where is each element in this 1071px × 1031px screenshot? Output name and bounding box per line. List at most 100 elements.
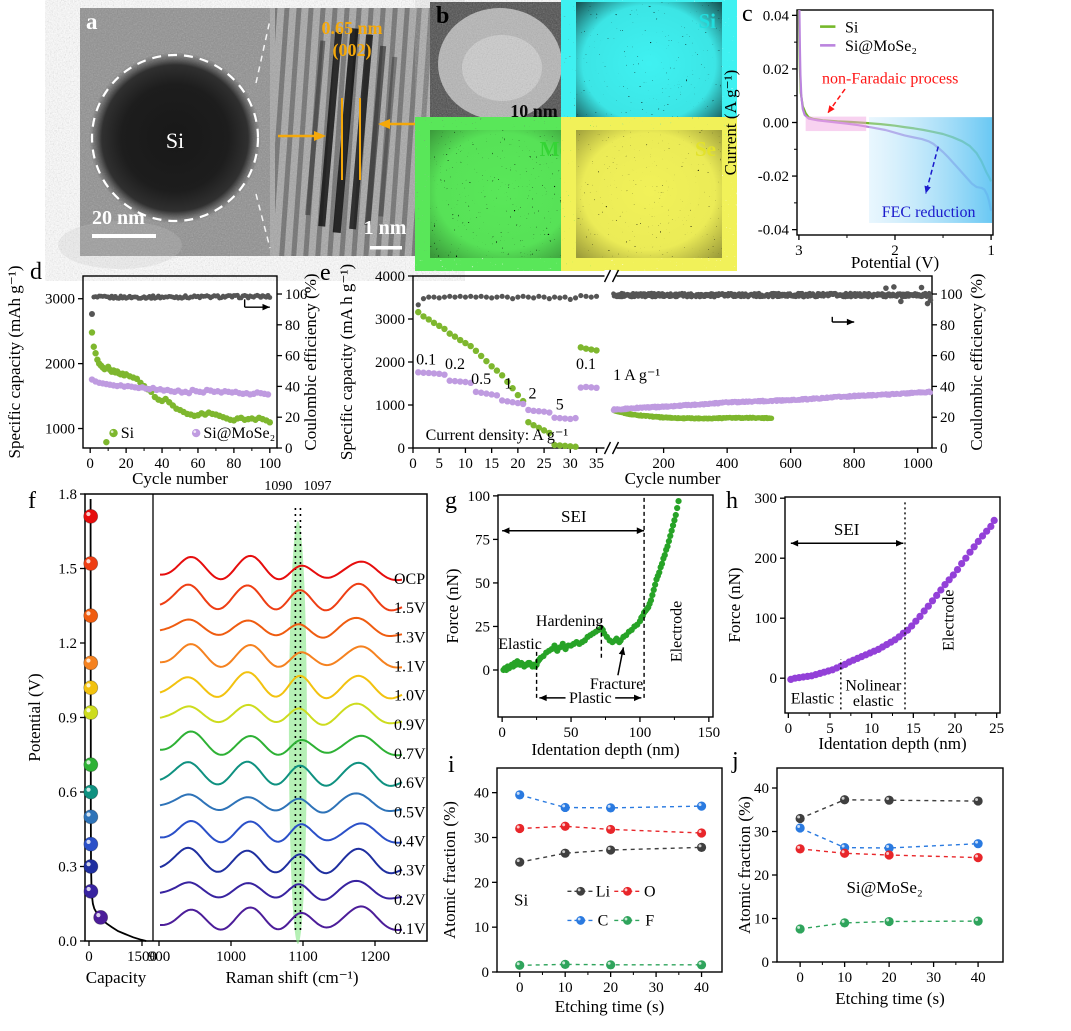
svg-text:Etching time (s): Etching time (s) xyxy=(555,997,665,1016)
svg-text:1.3V: 1.3V xyxy=(394,629,426,646)
svg-text:-0.02: -0.02 xyxy=(758,169,789,185)
svg-text:1.8: 1.8 xyxy=(58,487,77,503)
svg-text:Force (nN): Force (nN) xyxy=(443,568,462,643)
svg-text:150: 150 xyxy=(698,725,721,741)
svg-text:Current density: A g⁻¹: Current density: A g⁻¹ xyxy=(426,427,569,444)
svg-text:0: 0 xyxy=(285,441,293,457)
svg-text:Si@MoSe₂: Si@MoSe₂ xyxy=(845,38,917,55)
scalebar-1nm xyxy=(370,246,402,250)
svg-text:40: 40 xyxy=(694,980,709,996)
si-map-vignette xyxy=(576,2,722,130)
svg-text:600: 600 xyxy=(779,456,802,472)
svg-text:50: 50 xyxy=(475,576,490,592)
svg-text:30: 30 xyxy=(563,456,578,472)
panel-c-cv-chart: 3 2 1 0.04 0.02 0.00 -0.02 -0.04 Potential (V) Cu… xyxy=(720,0,1071,272)
svg-text:1200: 1200 xyxy=(360,949,390,965)
panel-letter-d: d xyxy=(30,259,42,285)
svg-text:Raman shift (cm⁻¹): Raman shift (cm⁻¹) xyxy=(225,968,358,987)
svg-text:20: 20 xyxy=(510,456,525,472)
svg-text:Etching time (s): Etching time (s) xyxy=(835,989,945,1008)
svg-text:40: 40 xyxy=(285,379,300,395)
svg-text:60: 60 xyxy=(940,349,955,365)
svg-text:1097: 1097 xyxy=(303,479,331,494)
scalebar-20nm xyxy=(92,234,156,238)
svg-text:800: 800 xyxy=(843,456,866,472)
svg-text:300: 300 xyxy=(755,491,778,507)
scalebar-label-10nm: 10 nm xyxy=(510,101,558,121)
svg-text:FEC reduction: FEC reduction xyxy=(882,204,976,221)
svg-text:0: 0 xyxy=(86,456,94,472)
svg-text:0: 0 xyxy=(516,980,524,996)
svg-text:3: 3 xyxy=(795,243,803,259)
svg-text:Si: Si xyxy=(121,425,135,442)
svg-text:0: 0 xyxy=(785,721,793,737)
svg-text:200: 200 xyxy=(755,551,778,567)
se-map-label: Se xyxy=(695,137,716,161)
chart-svg-d: 0 20 40 60 80 100 1000 2000 3000 0 20 40 60 80 100 Cycl… xyxy=(5,266,320,488)
svg-text:Potential (V): Potential (V) xyxy=(25,673,44,761)
svg-text:25: 25 xyxy=(989,721,1004,737)
svg-text:20: 20 xyxy=(754,868,769,884)
lattice-fringes xyxy=(305,28,398,233)
svg-text:20: 20 xyxy=(948,721,963,737)
svg-text:Hardening: Hardening xyxy=(536,613,604,630)
svg-text:30: 30 xyxy=(474,830,489,846)
svg-text:5: 5 xyxy=(435,456,443,472)
svg-text:10: 10 xyxy=(458,456,473,472)
svg-text:O: O xyxy=(644,883,656,900)
svg-text:Plastic: Plastic xyxy=(569,690,612,707)
svg-text:Capacity: Capacity xyxy=(86,968,147,987)
svg-text:30: 30 xyxy=(649,980,664,996)
svg-text:Elastic: Elastic xyxy=(498,636,542,653)
svg-text:20: 20 xyxy=(285,410,300,426)
svg-text:10: 10 xyxy=(754,912,769,928)
svg-text:75: 75 xyxy=(475,532,490,548)
panel-f-raman-waterfall: 0.0 0.3 0.6 0.9 1.2 1.5 1.8 Potential (V) 0 1500 C… xyxy=(0,478,432,1026)
chart-svg-i: 0 10 20 30 40 0 10 20 30 40 Etching time (s) Atomic… xyxy=(440,767,723,1016)
svg-text:1.1V: 1.1V xyxy=(394,659,426,676)
svg-text:Nolinear: Nolinear xyxy=(845,677,902,694)
eds-svg: 10 nm Si Mo Se xyxy=(430,2,722,258)
panel-d-cycling-chart: 0 20 40 60 80 100 1000 2000 3000 0 20 40 60 80 100 Cycl… xyxy=(0,262,330,488)
svg-text:10: 10 xyxy=(474,920,489,936)
svg-text:2000: 2000 xyxy=(45,357,75,373)
svg-text:30: 30 xyxy=(754,825,769,841)
svg-text:100: 100 xyxy=(755,611,778,627)
svg-text:100: 100 xyxy=(940,287,963,303)
svg-text:100: 100 xyxy=(259,456,282,472)
svg-text:Elastic: Elastic xyxy=(791,691,835,708)
scalebar-10nm xyxy=(550,123,572,127)
svg-text:0.3V: 0.3V xyxy=(394,863,426,880)
svg-text:non-Faradaic process: non-Faradaic process xyxy=(822,70,958,87)
svg-text:0.00: 0.00 xyxy=(763,116,789,132)
svg-text:25: 25 xyxy=(537,456,552,472)
svg-text:Fracture: Fracture xyxy=(590,676,643,693)
svg-text:Cycle number: Cycle number xyxy=(625,469,721,488)
svg-text:3000: 3000 xyxy=(45,292,75,308)
svg-text:20: 20 xyxy=(882,970,897,986)
svg-text:F: F xyxy=(645,912,654,929)
svg-text:0.6: 0.6 xyxy=(58,785,77,801)
si-nanoparticle xyxy=(89,52,261,224)
panel-a-tem-image: Si 20 nm 0.65 nm (002) 1 nm xyxy=(58,8,430,269)
svg-text:40: 40 xyxy=(754,781,769,797)
mo-map-label: Mo xyxy=(540,137,570,161)
svg-text:Si@MoSe₂: Si@MoSe₂ xyxy=(846,878,922,897)
svg-text:C: C xyxy=(598,912,609,929)
chart-svg-j: 0 10 20 30 40 0 10 20 30 40 Etching time (s) Atomic… xyxy=(735,767,1004,1008)
stem-noise xyxy=(430,2,576,130)
svg-text:40: 40 xyxy=(155,456,170,472)
svg-text:1.2: 1.2 xyxy=(58,636,77,652)
svg-text:2: 2 xyxy=(529,385,537,402)
chart-svg-f: 0.0 0.3 0.6 0.9 1.2 1.5 1.8 Potential (V) 0 1500 C… xyxy=(25,479,428,987)
svg-text:0.5: 0.5 xyxy=(471,371,491,388)
svg-text:0.3: 0.3 xyxy=(58,860,77,876)
tem-svg: Si 20 nm 0.65 nm (002) 1 nm xyxy=(58,8,430,269)
svg-text:0.02: 0.02 xyxy=(763,62,789,78)
svg-text:80: 80 xyxy=(285,318,300,334)
svg-text:0.04: 0.04 xyxy=(763,8,790,24)
svg-text:0.7V: 0.7V xyxy=(394,746,426,763)
svg-text:0: 0 xyxy=(409,456,417,472)
